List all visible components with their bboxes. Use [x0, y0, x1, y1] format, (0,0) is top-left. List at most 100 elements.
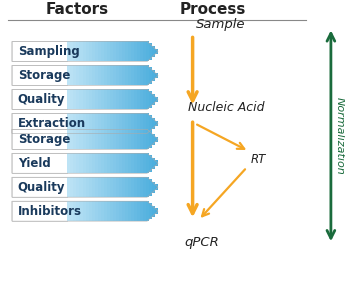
Text: Nucleic Acid: Nucleic Acid	[188, 101, 264, 114]
Polygon shape	[155, 208, 158, 214]
Polygon shape	[82, 65, 86, 86]
Polygon shape	[137, 42, 140, 62]
Polygon shape	[91, 153, 95, 173]
Polygon shape	[155, 97, 158, 102]
Polygon shape	[79, 113, 82, 133]
Polygon shape	[152, 158, 155, 169]
Polygon shape	[91, 113, 95, 133]
Polygon shape	[155, 49, 158, 54]
Text: Sample: Sample	[196, 18, 245, 31]
Polygon shape	[119, 177, 122, 197]
Polygon shape	[119, 201, 122, 221]
Polygon shape	[95, 129, 98, 149]
Polygon shape	[67, 153, 70, 173]
Polygon shape	[95, 153, 98, 173]
Polygon shape	[128, 113, 131, 133]
Polygon shape	[155, 136, 158, 142]
Polygon shape	[70, 65, 73, 86]
Polygon shape	[131, 177, 134, 197]
Polygon shape	[70, 177, 73, 197]
Polygon shape	[104, 201, 107, 221]
Polygon shape	[152, 205, 155, 217]
Polygon shape	[98, 201, 101, 221]
Polygon shape	[125, 113, 128, 133]
Polygon shape	[101, 129, 104, 149]
Polygon shape	[128, 129, 131, 149]
Polygon shape	[91, 42, 95, 62]
Polygon shape	[122, 89, 125, 109]
Polygon shape	[116, 65, 119, 86]
Polygon shape	[12, 89, 67, 109]
Polygon shape	[119, 65, 122, 86]
Polygon shape	[79, 129, 82, 149]
Polygon shape	[137, 129, 140, 149]
Text: Quality: Quality	[18, 181, 65, 194]
Text: Storage: Storage	[18, 69, 70, 82]
Polygon shape	[104, 89, 107, 109]
Polygon shape	[152, 46, 155, 57]
Polygon shape	[73, 65, 77, 86]
Polygon shape	[77, 89, 79, 109]
Polygon shape	[146, 129, 149, 149]
Polygon shape	[137, 201, 140, 221]
Polygon shape	[122, 177, 125, 197]
Polygon shape	[98, 129, 101, 149]
Polygon shape	[89, 65, 91, 86]
Polygon shape	[128, 177, 131, 197]
Polygon shape	[98, 153, 101, 173]
Polygon shape	[95, 65, 98, 86]
Polygon shape	[89, 89, 91, 109]
Polygon shape	[12, 177, 67, 197]
Polygon shape	[140, 42, 143, 62]
Polygon shape	[140, 113, 143, 133]
Polygon shape	[67, 89, 70, 109]
Polygon shape	[104, 42, 107, 62]
Polygon shape	[119, 129, 122, 149]
Polygon shape	[119, 153, 122, 173]
Polygon shape	[110, 129, 113, 149]
Polygon shape	[113, 42, 116, 62]
Polygon shape	[91, 129, 95, 149]
Polygon shape	[113, 177, 116, 197]
Polygon shape	[12, 153, 67, 173]
Polygon shape	[116, 113, 119, 133]
Polygon shape	[143, 65, 146, 86]
Polygon shape	[155, 73, 158, 78]
Polygon shape	[113, 89, 116, 109]
Polygon shape	[67, 65, 70, 86]
Polygon shape	[134, 89, 137, 109]
Polygon shape	[82, 177, 86, 197]
Polygon shape	[73, 113, 77, 133]
Polygon shape	[137, 89, 140, 109]
Polygon shape	[146, 42, 149, 62]
Polygon shape	[140, 89, 143, 109]
Polygon shape	[152, 94, 155, 105]
Polygon shape	[131, 42, 134, 62]
Polygon shape	[89, 129, 91, 149]
Polygon shape	[152, 118, 155, 129]
Polygon shape	[149, 67, 152, 84]
Polygon shape	[98, 65, 101, 86]
Polygon shape	[70, 42, 73, 62]
Polygon shape	[67, 177, 70, 197]
Polygon shape	[98, 42, 101, 62]
Polygon shape	[131, 153, 134, 173]
Polygon shape	[131, 113, 134, 133]
Polygon shape	[12, 201, 67, 221]
Polygon shape	[152, 134, 155, 145]
Polygon shape	[134, 129, 137, 149]
Polygon shape	[149, 179, 152, 196]
Polygon shape	[82, 153, 86, 173]
Polygon shape	[101, 177, 104, 197]
Polygon shape	[89, 177, 91, 197]
Polygon shape	[119, 89, 122, 109]
Polygon shape	[107, 129, 110, 149]
Polygon shape	[152, 70, 155, 81]
Polygon shape	[134, 65, 137, 86]
Polygon shape	[116, 201, 119, 221]
Polygon shape	[12, 113, 67, 133]
Polygon shape	[101, 89, 104, 109]
Polygon shape	[122, 129, 125, 149]
Polygon shape	[98, 113, 101, 133]
Polygon shape	[104, 177, 107, 197]
